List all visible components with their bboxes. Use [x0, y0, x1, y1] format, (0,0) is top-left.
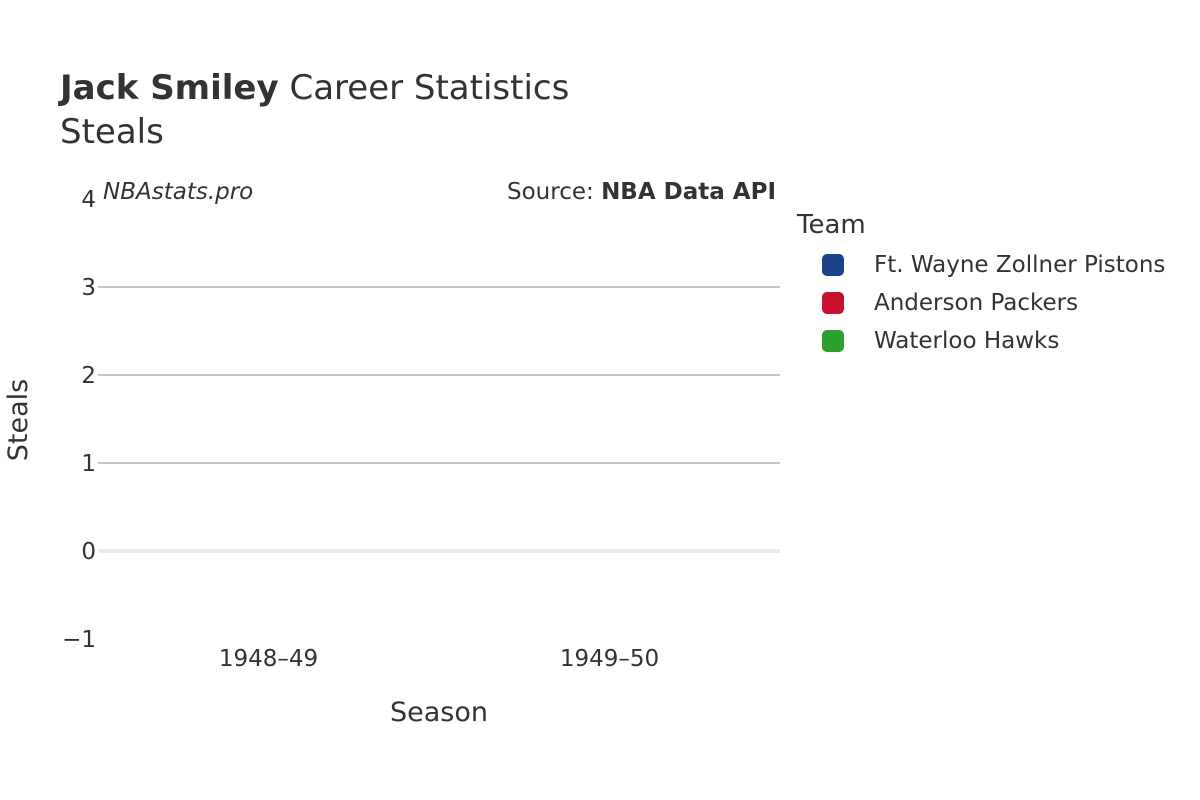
legend-swatch-icon	[822, 254, 844, 276]
legend-swatch-icon	[822, 292, 844, 314]
y-tick-labels: −1 0 1 2 3 4	[62, 187, 96, 653]
title-rest: Career Statistics	[278, 68, 570, 108]
legend-item-anderson-packers[interactable]: Anderson Packers	[797, 284, 1078, 322]
legend-item-waterloo-hawks[interactable]: Waterloo Hawks	[797, 322, 1059, 360]
legend-label: Anderson Packers	[874, 290, 1079, 316]
y-axis-title: Steals	[3, 379, 34, 461]
y-tick-label: 0	[81, 539, 96, 565]
source-name: NBA Data API	[601, 179, 776, 205]
source-text: Source: NBA Data API	[507, 179, 776, 205]
y-tick-label: −1	[62, 627, 96, 653]
x-axis-title: Season	[390, 697, 488, 728]
y-tick-label: 2	[81, 363, 96, 389]
y-tick-label: 1	[81, 451, 96, 477]
chart-title: Jack Smiley Career Statistics	[60, 68, 569, 108]
grid-lines	[98, 286, 780, 553]
legend-item-ft-wayne-zollner-pistons[interactable]: Ft. Wayne Zollner Pistons	[797, 246, 1165, 284]
watermark-text: NBAstats.pro	[103, 179, 253, 205]
x-tick-label: 1949–50	[560, 646, 659, 672]
legend: Team Ft. Wayne Zollner Pistons Anderson …	[797, 210, 1165, 360]
source-prefix: Source:	[507, 179, 601, 205]
x-tick-label: 1948–49	[219, 646, 318, 672]
legend-label: Waterloo Hawks	[874, 328, 1060, 354]
legend-label: Ft. Wayne Zollner Pistons	[874, 252, 1166, 278]
x-tick-labels: 1948–49 1949–50	[219, 646, 659, 672]
player-name: Jack Smiley	[60, 68, 279, 108]
y-tick-label: 4	[81, 187, 96, 213]
legend-swatch-icon	[822, 330, 844, 352]
y-tick-label: 3	[81, 275, 96, 301]
chart-subtitle: Steals	[60, 112, 164, 152]
legend-title: Team	[797, 210, 866, 240]
